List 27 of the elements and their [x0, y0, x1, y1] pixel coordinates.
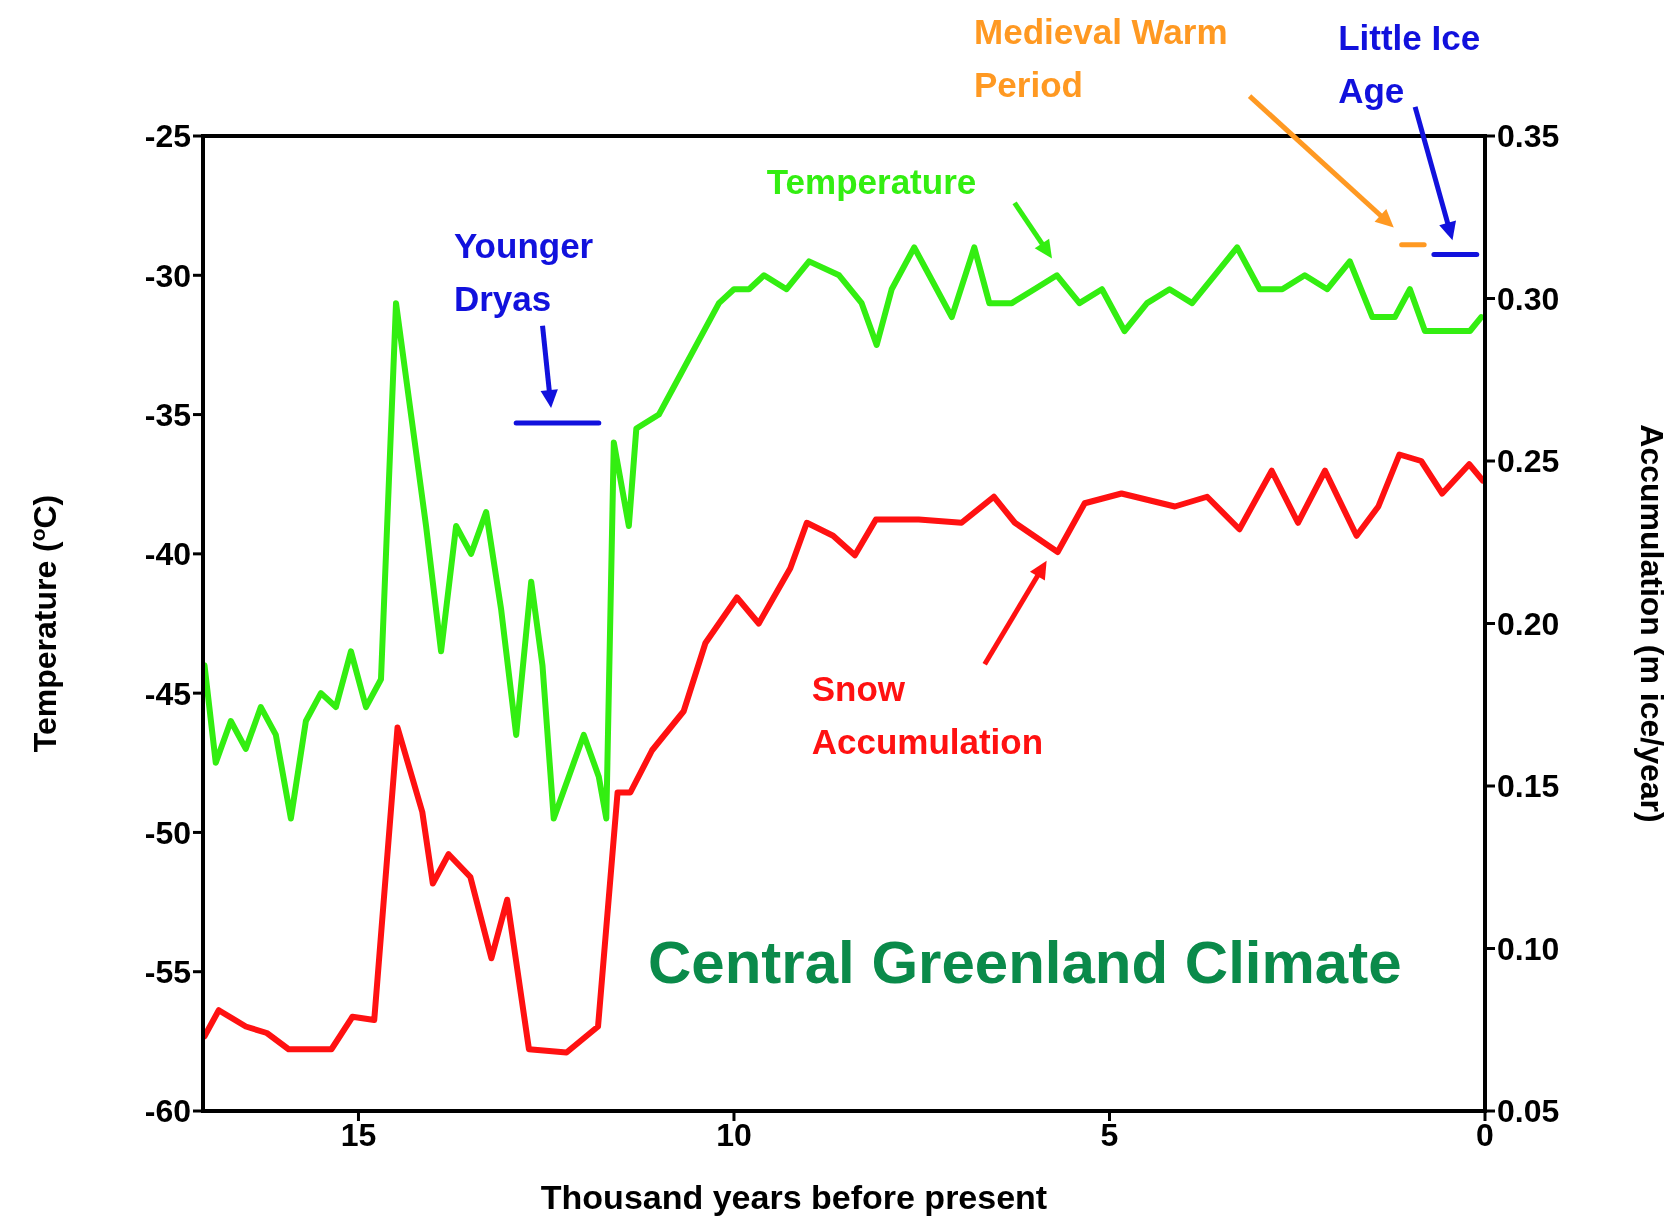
- x-tick-label: 5: [1100, 1116, 1119, 1153]
- y2-tick-label: 0.10: [1497, 930, 1560, 967]
- y-tick-label: -55: [144, 954, 191, 991]
- text: Little Ice Age: [1338, 16, 1482, 112]
- y-tick-label: -45: [144, 675, 191, 712]
- x-axis-title: Thousand years before present: [539, 1178, 1049, 1217]
- x-tick-label: 0: [1476, 1116, 1494, 1153]
- annotation: Temperature: [766, 160, 978, 203]
- y2-tick-label: 0.35: [1497, 118, 1560, 155]
- y2-tick-label: 0.30: [1497, 280, 1560, 317]
- y-tick-label: -35: [144, 396, 191, 433]
- y-tick-label: -60: [144, 1093, 191, 1130]
- annotation: Younger Dryas: [453, 224, 595, 320]
- y2-tick-label: 0.15: [1497, 768, 1560, 805]
- x-tick-label: 15: [340, 1116, 377, 1153]
- x-tick-label: 10: [716, 1116, 752, 1153]
- y-tick-label: -25: [144, 118, 191, 155]
- y-tick-label: -50: [144, 814, 191, 851]
- annotation: Snow Accumulation: [811, 668, 1045, 764]
- y2-tick-label: 0.20: [1497, 605, 1560, 642]
- y2-axis-title: Accumulation (m ice/year): [1634, 424, 1670, 823]
- text: Central Greenland Climate: [648, 928, 1402, 997]
- text: Medieval Warm Period: [974, 11, 1229, 107]
- y-tick-label: -30: [144, 257, 191, 294]
- y2-tick-label: 0.05: [1497, 1093, 1560, 1130]
- y-tick-label: -40: [144, 536, 191, 573]
- y2-tick-label: 0.25: [1497, 443, 1560, 480]
